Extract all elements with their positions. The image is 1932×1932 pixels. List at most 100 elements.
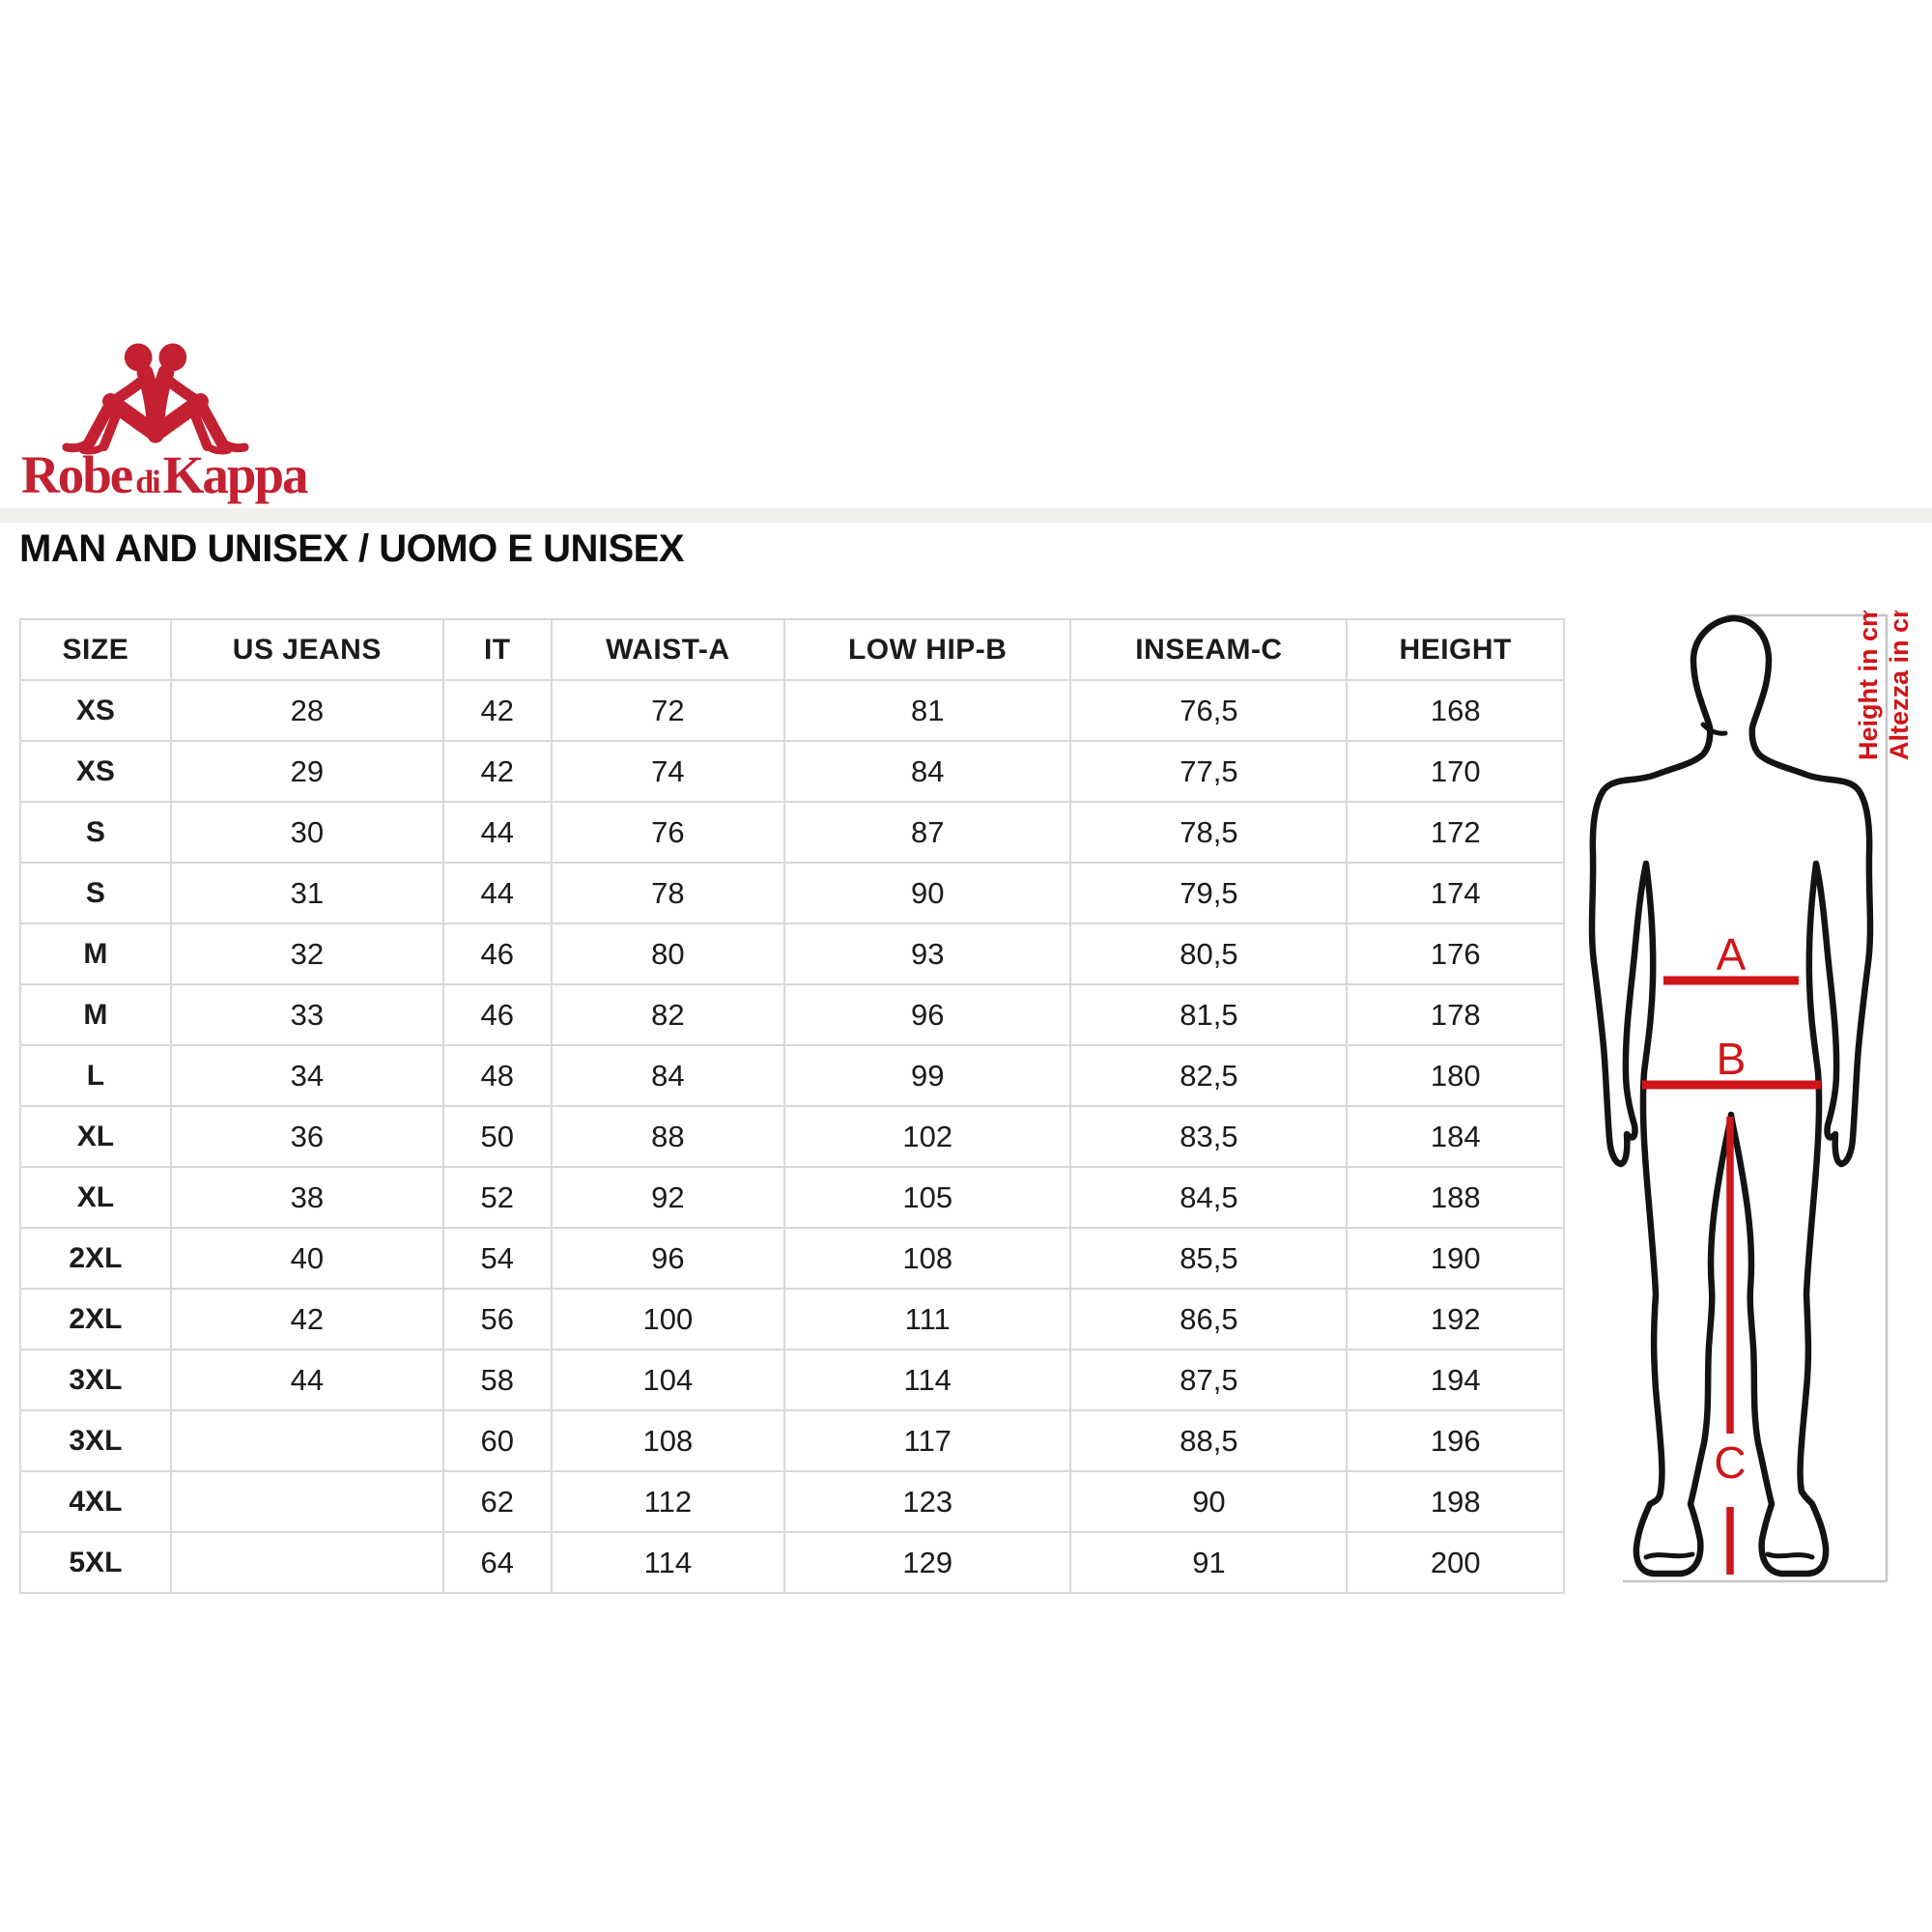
table-row: XL 38 52 92 105 84,5 188 bbox=[19, 1166, 1565, 1229]
table-cell: 81 bbox=[782, 679, 1072, 742]
table-cell: 56 bbox=[441, 1288, 553, 1350]
inseam-label-c: C bbox=[1714, 1437, 1746, 1488]
table-row: 4XL 62 112 123 90 198 bbox=[19, 1470, 1565, 1533]
table-cell: 100 bbox=[550, 1288, 786, 1350]
table-cell: 77,5 bbox=[1069, 740, 1349, 803]
table-cell bbox=[169, 1470, 444, 1533]
table-cell: XS bbox=[19, 740, 172, 803]
table-cell: 58 bbox=[441, 1349, 553, 1411]
table-cell: 33 bbox=[169, 983, 444, 1046]
table-cell: 84 bbox=[550, 1044, 786, 1107]
table-row: XS 28 42 72 81 76,5 168 bbox=[19, 679, 1565, 742]
table-cell: 50 bbox=[441, 1105, 553, 1168]
height-frame-line bbox=[1726, 613, 1889, 1581]
table-cell: 99 bbox=[782, 1044, 1072, 1107]
table-cell: 190 bbox=[1346, 1227, 1565, 1290]
size-table: SIZE US JEANS IT WAIST-A LOW HIP-B INSEAM-C HE… bbox=[19, 618, 1565, 1594]
table-cell: 72 bbox=[550, 679, 786, 742]
table-cell: 176 bbox=[1346, 923, 1565, 985]
table-cell: 46 bbox=[441, 983, 553, 1046]
column-header: LOW HIP-B bbox=[782, 618, 1072, 681]
brand-wordmark: Robe di Kappa bbox=[21, 445, 309, 504]
table-cell: 88,5 bbox=[1069, 1409, 1349, 1472]
table-cell: 129 bbox=[782, 1531, 1072, 1594]
table-cell: 114 bbox=[782, 1349, 1072, 1411]
table-cell: 81,5 bbox=[1069, 983, 1349, 1046]
table-cell: 83,5 bbox=[1069, 1105, 1349, 1168]
column-header: US JEANS bbox=[169, 618, 444, 681]
table-cell: 200 bbox=[1346, 1531, 1565, 1594]
height-note-it: Altezza in cm bbox=[1885, 611, 1914, 760]
table-cell: 3XL bbox=[19, 1409, 172, 1472]
table-cell: 36 bbox=[169, 1105, 444, 1168]
table-cell: 42 bbox=[441, 740, 553, 803]
table-cell: M bbox=[19, 923, 172, 985]
table-cell: 2XL bbox=[19, 1288, 172, 1350]
table-cell: 174 bbox=[1346, 862, 1565, 924]
table-cell: 87 bbox=[782, 801, 1072, 864]
table-cell: 88 bbox=[550, 1105, 786, 1168]
brand-word-robe: Robe bbox=[21, 445, 133, 504]
table-row: S 30 44 76 87 78,5 172 bbox=[19, 801, 1565, 864]
table-cell: 93 bbox=[782, 923, 1072, 985]
divider-band bbox=[0, 508, 1932, 523]
table-cell: 170 bbox=[1346, 740, 1565, 803]
table-cell bbox=[169, 1409, 444, 1472]
table-cell: 44 bbox=[441, 801, 553, 864]
table-row: 3XL 44 58 104 114 87,5 194 bbox=[19, 1349, 1565, 1411]
table-cell: 188 bbox=[1346, 1166, 1565, 1229]
table-cell: XS bbox=[19, 679, 172, 742]
chin-line bbox=[1700, 722, 1728, 736]
table-cell: 82,5 bbox=[1069, 1044, 1349, 1107]
column-header: INSEAM-C bbox=[1069, 618, 1349, 681]
table-cell: 76,5 bbox=[1069, 679, 1349, 742]
table-cell: 108 bbox=[782, 1227, 1072, 1290]
table-cell: 78 bbox=[550, 862, 786, 924]
header-row: SIZE US JEANS IT WAIST-A LOW HIP-B INSEAM-C HE… bbox=[19, 618, 1565, 681]
table-cell: 42 bbox=[169, 1288, 444, 1350]
table-cell: 168 bbox=[1346, 679, 1565, 742]
table-cell: 172 bbox=[1346, 801, 1565, 864]
table-cell: 2XL bbox=[19, 1227, 172, 1290]
table-cell: 62 bbox=[441, 1470, 553, 1533]
body-silhouette bbox=[1588, 614, 1874, 1577]
table-cell: L bbox=[19, 1044, 172, 1107]
table-cell: 32 bbox=[169, 923, 444, 985]
table-cell: 180 bbox=[1346, 1044, 1565, 1107]
height-note-en: Height in cm bbox=[1854, 611, 1883, 760]
table-row: XS 29 42 74 84 77,5 170 bbox=[19, 740, 1565, 803]
left-sole-line bbox=[1643, 1551, 1695, 1560]
table-cell: 82 bbox=[550, 983, 786, 1046]
table-cell: 104 bbox=[550, 1349, 786, 1411]
table-body: XS 28 42 72 81 76,5 168 XS 29 42 74 84 77,5 170 S 30 44 7… bbox=[19, 679, 1565, 1594]
table-cell: 86,5 bbox=[1069, 1288, 1349, 1350]
column-header: SIZE bbox=[19, 618, 172, 681]
table-cell: 34 bbox=[169, 1044, 444, 1107]
table-cell: 102 bbox=[782, 1105, 1072, 1168]
table-cell: 44 bbox=[169, 1349, 444, 1411]
table-cell: 91 bbox=[1069, 1531, 1349, 1594]
table-cell: 38 bbox=[169, 1166, 444, 1229]
table-cell: 198 bbox=[1346, 1470, 1565, 1533]
table-cell bbox=[169, 1531, 444, 1594]
column-header: WAIST-A bbox=[550, 618, 786, 681]
table-cell: 42 bbox=[441, 679, 553, 742]
table-cell: 3XL bbox=[19, 1349, 172, 1411]
table-cell: 46 bbox=[441, 923, 553, 985]
table-cell: 90 bbox=[782, 862, 1072, 924]
table-cell: 196 bbox=[1346, 1409, 1565, 1472]
table-cell: 74 bbox=[550, 740, 786, 803]
brand-word-di: di bbox=[135, 465, 160, 500]
table-cell: 96 bbox=[782, 983, 1072, 1046]
table-cell: 30 bbox=[169, 801, 444, 864]
table-cell: 85,5 bbox=[1069, 1227, 1349, 1290]
table-cell: 5XL bbox=[19, 1531, 172, 1594]
table-row: L 34 48 84 99 82,5 180 bbox=[19, 1044, 1565, 1107]
table-cell: 79,5 bbox=[1069, 862, 1349, 924]
table-cell: 54 bbox=[441, 1227, 553, 1290]
table-cell: 117 bbox=[782, 1409, 1072, 1472]
table-cell: 108 bbox=[550, 1409, 786, 1472]
table-row: 5XL 64 114 129 91 200 bbox=[19, 1531, 1565, 1594]
table-cell: 31 bbox=[169, 862, 444, 924]
table-row: 3XL 60 108 117 88,5 196 bbox=[19, 1409, 1565, 1472]
